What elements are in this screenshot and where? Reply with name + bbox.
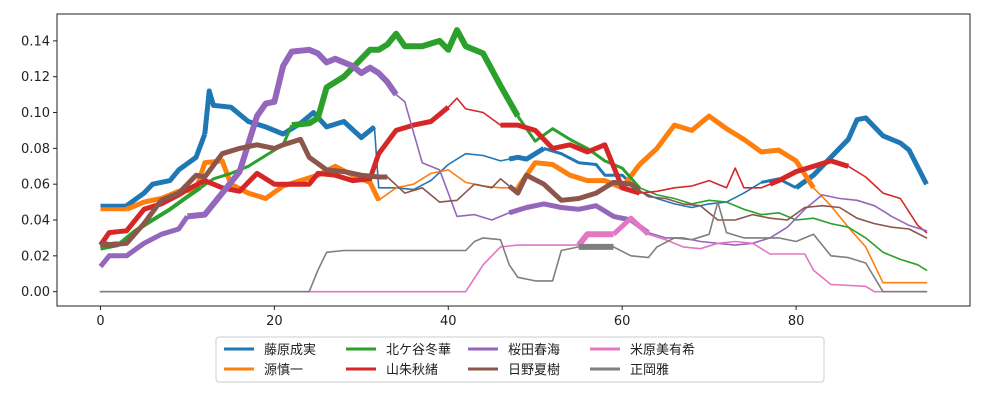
series-4-segment-5 (638, 167, 771, 194)
plot-frame (56, 13, 971, 307)
series-2-segment-6 (812, 187, 928, 284)
x-tick-label: 40 (440, 314, 457, 329)
series-6 (99, 136, 928, 249)
series-8 (99, 201, 928, 293)
x-tick-label: 60 (614, 314, 631, 329)
series-7-segment-4 (647, 233, 928, 293)
series-1-segment-6 (543, 146, 641, 193)
series-5-segment-4 (508, 201, 650, 235)
series-5-segment-1 (98, 214, 190, 269)
series-6-segment-3 (386, 176, 510, 203)
series-3-segment-3 (291, 27, 521, 129)
legend-item: 正岡雅 (590, 363, 669, 378)
series-4-segment-6 (769, 158, 850, 187)
series-6-segment-2 (117, 136, 388, 247)
series-5-segment-5 (647, 194, 928, 246)
y-tick-label: 0.00 (21, 285, 50, 300)
series-2-segment-5 (637, 113, 816, 190)
legend-label: 日野夏樹 (508, 363, 560, 378)
legend-label: 藤原成実 (264, 342, 316, 358)
legend-item: 北ケ谷冬華 (346, 342, 451, 358)
y-tick-label: 0.12 (21, 70, 50, 85)
legend-item: 桜田春海 (468, 343, 560, 358)
axis-layer: 0 20 40 60 80 0.00 0.02 0.04 0.06 0.08 0.10 0.12 0.1… (21, 34, 804, 329)
series-8-segment-3 (612, 201, 928, 293)
y-tick-label: 0.04 (21, 214, 50, 229)
y-tick-label: 0.08 (21, 142, 50, 157)
legend-label: 米原美有希 (630, 343, 695, 358)
y-tick-label: 0.10 (21, 106, 50, 121)
legend-label: 源慎一 (264, 363, 303, 378)
series-6-segment-1 (99, 240, 119, 249)
x-tick-label: 20 (266, 314, 283, 329)
series-4-segment-7 (847, 165, 928, 234)
y-tick-label: 0.06 (21, 178, 50, 193)
series-layer (98, 27, 929, 293)
series-4-segment-3 (447, 97, 502, 126)
series-6-segment-4 (507, 172, 642, 203)
series-4-segment-4 (500, 122, 641, 196)
x-tick-label: 80 (788, 314, 805, 329)
y-tick-label: 0.02 (21, 249, 50, 264)
series-7 (99, 215, 928, 293)
series-5 (98, 46, 928, 269)
legend-item: 山朱秋緒 (346, 363, 438, 378)
y-tick-label: 0.14 (21, 34, 50, 49)
series-1-segment-5 (508, 146, 546, 162)
legend-label: 北ケ谷冬華 (386, 342, 451, 358)
series-1-segment-4 (373, 126, 510, 191)
legend-item: 日野夏樹 (468, 363, 560, 378)
series-6-segment-5 (638, 189, 928, 239)
series-7-segment-1 (99, 244, 580, 293)
series-7-segment-3 (611, 215, 650, 237)
series-5-segment-2 (187, 46, 399, 220)
legend-item: 源慎一 (224, 363, 303, 378)
series-1-segment-3 (202, 88, 376, 141)
series-5-segment-3 (395, 93, 510, 221)
series-8-segment-1 (99, 237, 580, 293)
legend-label: 正岡雅 (630, 363, 669, 378)
series-1-segment-9 (794, 115, 929, 190)
legend-item: 米原美有希 (590, 343, 695, 358)
series-3-segment-4 (516, 115, 641, 189)
series-2-segment-3 (377, 169, 519, 202)
legend-label: 山朱秋緒 (386, 363, 438, 378)
series-3-segment-5 (638, 187, 928, 271)
series-1-segment-2 (125, 133, 208, 208)
series-7-segment-2 (576, 231, 614, 247)
legend-item: 藤原成実 (224, 342, 316, 358)
x-tick-label: 0 (96, 314, 104, 329)
legend-label: 桜田春海 (508, 343, 560, 358)
